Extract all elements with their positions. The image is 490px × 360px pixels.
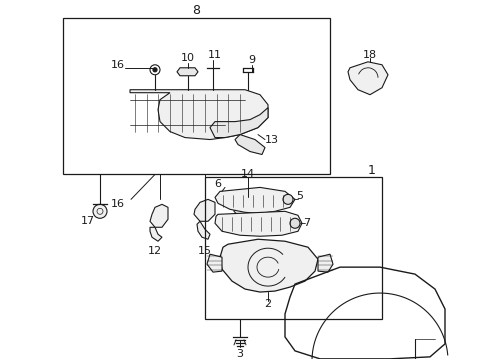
- Polygon shape: [215, 188, 295, 213]
- Text: 6: 6: [215, 179, 221, 189]
- Text: 12: 12: [148, 246, 162, 256]
- Polygon shape: [207, 254, 222, 272]
- Bar: [205, 177, 382, 319]
- Circle shape: [93, 204, 107, 218]
- Text: 7: 7: [303, 218, 311, 228]
- Text: 15: 15: [198, 246, 212, 256]
- Bar: [63, 18, 330, 175]
- Polygon shape: [220, 239, 318, 292]
- Polygon shape: [235, 135, 265, 154]
- Text: 5: 5: [296, 192, 303, 201]
- Text: 9: 9: [248, 55, 256, 65]
- Circle shape: [283, 194, 293, 204]
- Text: 2: 2: [265, 299, 271, 309]
- Text: 18: 18: [363, 50, 377, 60]
- Text: 16: 16: [111, 199, 125, 210]
- Polygon shape: [197, 221, 210, 239]
- Polygon shape: [240, 219, 252, 234]
- Polygon shape: [150, 204, 168, 227]
- Text: 11: 11: [208, 50, 222, 60]
- Circle shape: [290, 218, 300, 228]
- Polygon shape: [150, 227, 162, 241]
- Polygon shape: [130, 90, 268, 140]
- Circle shape: [153, 68, 157, 72]
- Text: 10: 10: [181, 53, 195, 63]
- Polygon shape: [318, 254, 333, 272]
- Text: 14: 14: [241, 170, 255, 179]
- Polygon shape: [177, 68, 198, 76]
- Text: 3: 3: [237, 349, 244, 359]
- Text: 13: 13: [265, 135, 279, 145]
- Polygon shape: [234, 197, 255, 219]
- Text: 8: 8: [193, 4, 200, 18]
- Text: 16: 16: [111, 60, 125, 70]
- Polygon shape: [210, 108, 268, 138]
- Text: 1: 1: [368, 164, 376, 177]
- Polygon shape: [194, 199, 215, 221]
- Polygon shape: [348, 62, 388, 95]
- Polygon shape: [215, 211, 302, 236]
- Text: 17: 17: [81, 216, 95, 226]
